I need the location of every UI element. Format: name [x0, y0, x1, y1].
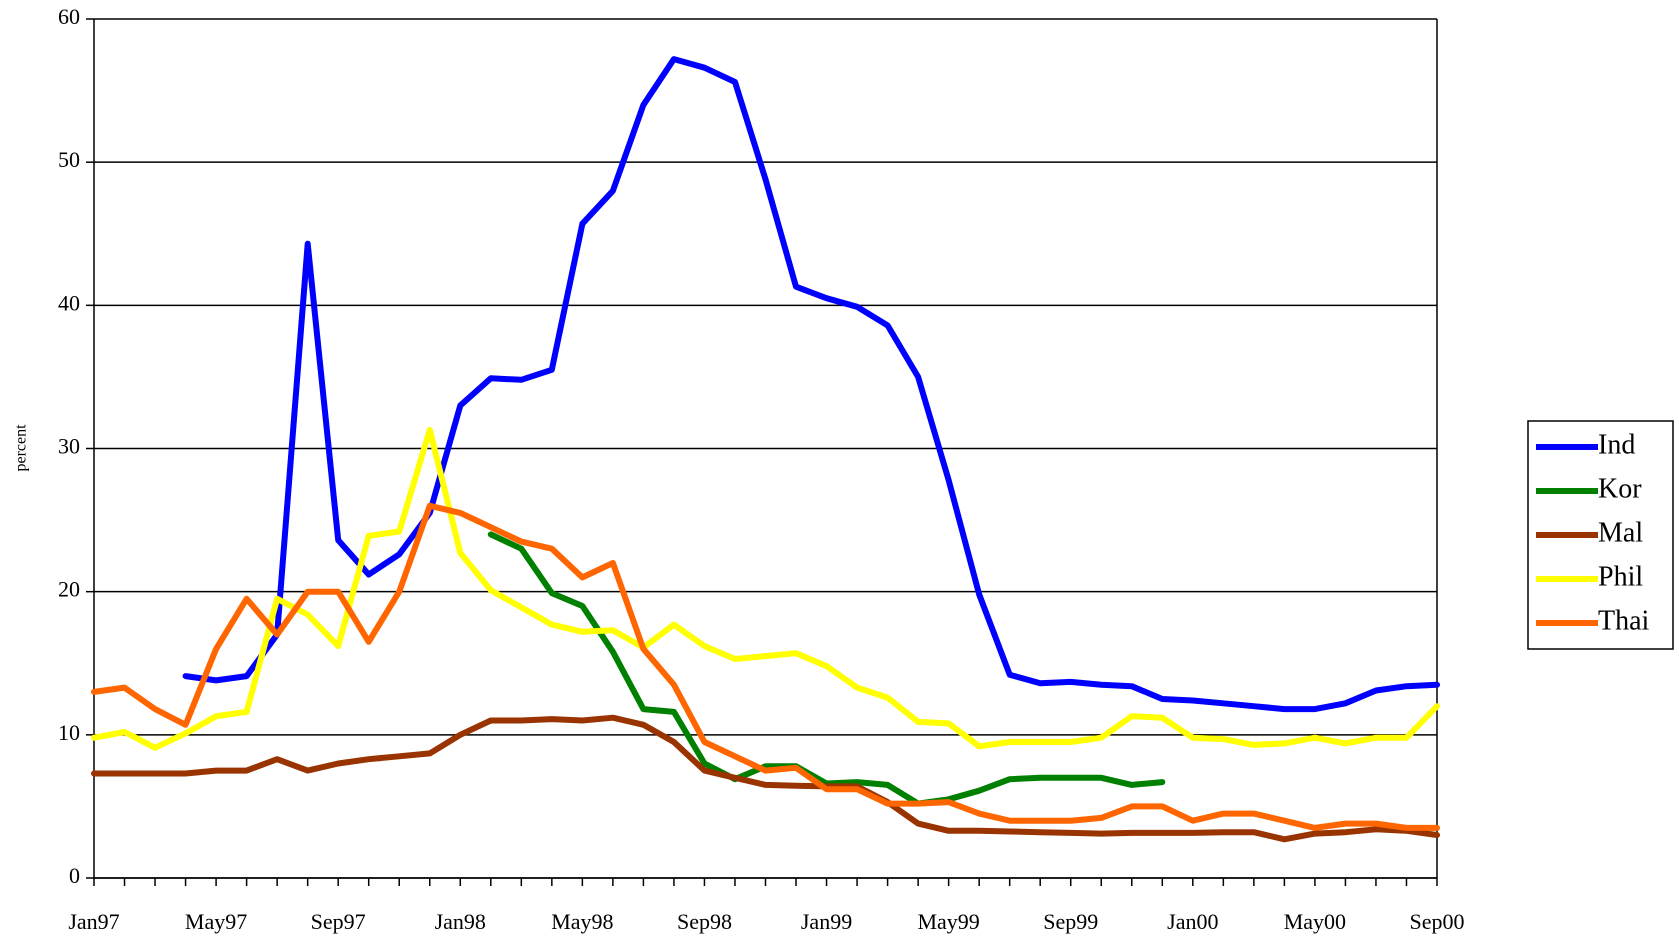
x-tick-label: Sep00 — [1410, 909, 1465, 934]
y-tick-label: 20 — [58, 577, 80, 602]
data-line — [91, 502, 1440, 831]
y-tick-label: 60 — [58, 4, 80, 29]
legend-label: Phil — [1598, 561, 1643, 592]
x-tick-label: Sep97 — [311, 909, 366, 934]
x-tick-label: Sep98 — [677, 909, 732, 934]
y-tick-label: 10 — [58, 720, 80, 745]
x-tick-label: May00 — [1284, 909, 1346, 934]
x-tick-label: Jan98 — [435, 909, 486, 934]
legend-label: Mal — [1598, 517, 1643, 548]
legend-label: Kor — [1598, 473, 1642, 504]
x-tick-label: May98 — [551, 909, 613, 934]
data-line — [182, 56, 1440, 713]
legend-label: Thai — [1598, 605, 1650, 636]
x-tick-label: Jan99 — [801, 909, 852, 934]
y-axis-label: percent — [13, 424, 30, 472]
y-tick-label: 30 — [58, 434, 80, 459]
y-tick-label: 40 — [58, 290, 80, 315]
x-tick-label: May99 — [917, 909, 979, 934]
x-tick-label: Jan00 — [1167, 909, 1218, 934]
x-tick-label: May97 — [185, 909, 247, 934]
y-tick-label: 50 — [58, 147, 80, 172]
legend-label: Ind — [1598, 429, 1635, 460]
x-tick-label: Jan97 — [68, 909, 119, 934]
x-tick-label: Sep99 — [1043, 909, 1098, 934]
data-line — [91, 426, 1440, 751]
y-tick-label: 0 — [69, 863, 80, 888]
data-line — [91, 714, 1440, 843]
